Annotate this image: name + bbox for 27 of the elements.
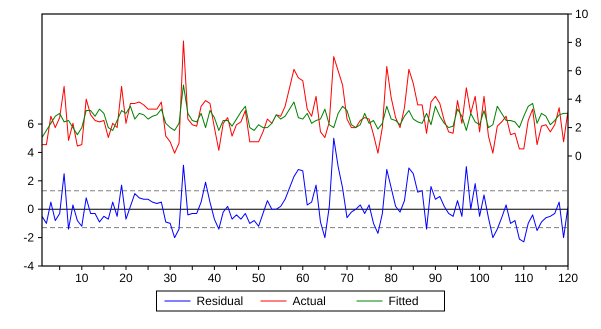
y-tick-label: -4	[23, 259, 34, 273]
legend-label: Fitted	[388, 294, 419, 308]
x-tick-label: 120	[558, 271, 578, 285]
y-tick-label: 4	[27, 145, 34, 160]
y-tick-label: 2	[27, 174, 34, 188]
x-tick-label: 30	[164, 271, 178, 285]
y2-tick-label: 0	[575, 148, 582, 163]
x-tick-label: 110	[514, 271, 534, 285]
legend-label: Residual	[196, 294, 244, 308]
x-tick-label: 60	[296, 271, 310, 285]
x-tick-label: 20	[119, 271, 133, 285]
y-tick-label: 0	[27, 202, 34, 216]
y2-tick-label: 6	[575, 64, 582, 78]
y2-tick-label: 4	[575, 92, 582, 106]
y-tick-label: 6	[27, 117, 34, 132]
x-tick-label: 50	[252, 271, 266, 285]
y2-tick-label: 10	[575, 7, 589, 21]
x-tick-label: 10	[75, 271, 89, 285]
x-tick-label: 40	[208, 271, 222, 285]
y2-tick-label: 8	[575, 35, 582, 50]
y2-tick-label: 2	[575, 120, 582, 135]
x-tick-label: 80	[384, 271, 398, 285]
legend-label: Actual	[292, 294, 326, 308]
x-tick-label: 90	[428, 271, 442, 285]
x-tick-label: 100	[470, 271, 490, 285]
x-tick-label: 70	[340, 271, 354, 285]
y-tick-label: -2	[23, 230, 34, 245]
